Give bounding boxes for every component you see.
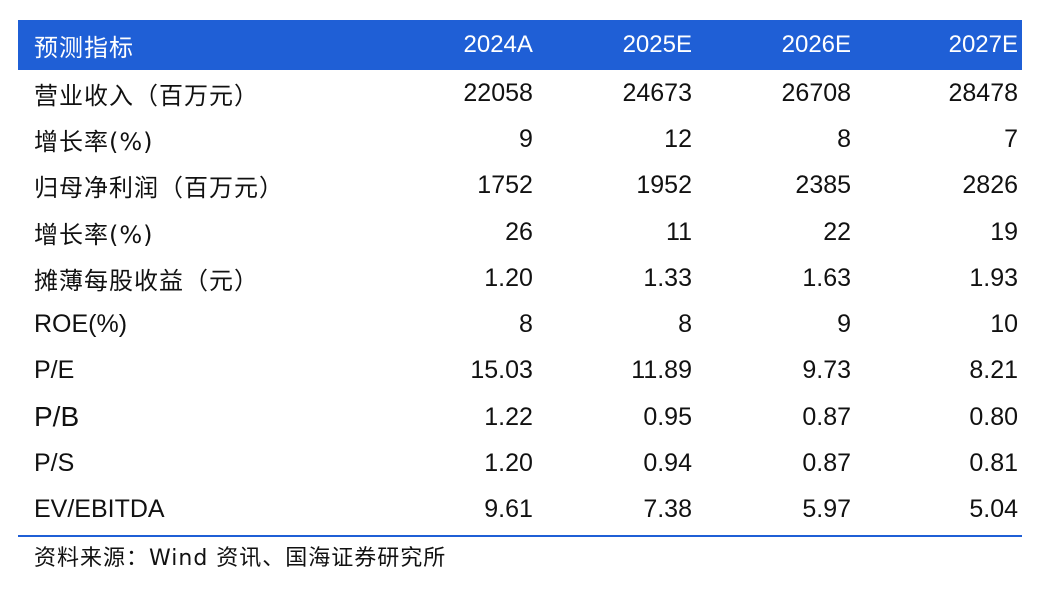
header-label: 预测指标 [34,33,134,62]
cell-value: 1.22 [484,402,533,431]
table-row-pb: P/B 1.22 0.95 0.87 0.80 [18,394,1022,440]
table-row-pe: P/E 15.03 11.89 9.73 8.21 [18,348,1022,394]
table-row-ps: P/S 1.20 0.94 0.87 0.81 [18,440,1022,486]
cell-value: 0.81 [969,449,1019,478]
cell-value: 2826 [962,171,1019,200]
cell-value: 9 [519,124,533,153]
cell-value: 1.20 [484,449,533,478]
cell-value: 15.03 [470,356,533,385]
table-row-revenue-growth: 增长率(%) 9 12 8 7 [18,116,1022,162]
forecast-table: 预测指标 2024A 2025E 2026E 2027E 营业收入（百万元） 2… [18,20,1022,537]
cell-value: 0.87 [802,402,852,431]
cell-value: 7.38 [643,495,692,524]
row-label: P/B [34,401,80,433]
row-label: 营业收入（百万元） [34,81,259,110]
table-bottom-rule [18,534,1022,537]
cell-value: 10 [990,310,1019,339]
cell-value: 1.33 [643,263,692,292]
cell-value: 8.21 [969,356,1019,385]
table-header: 预测指标 2024A 2025E 2026E 2027E [18,20,1022,70]
row-label: P/S [34,449,75,478]
header-year-2026e: 2026E [781,31,852,58]
header-year-2025e: 2025E [622,31,692,58]
cell-value: 9.73 [802,356,852,385]
table-row-eps: 摊薄每股收益（元） 1.20 1.33 1.63 1.93 [18,255,1022,301]
cell-value: 26 [505,217,533,246]
table-row-roe: ROE(%) 8 8 9 10 [18,301,1022,347]
table-row-ev-ebitda: EV/EBITDA 9.61 7.38 5.97 5.04 [18,487,1022,533]
cell-value: 5.97 [802,495,852,524]
row-label: P/E [34,356,75,385]
cell-value: 1752 [477,171,533,200]
source-note: 资料来源：Wind 资讯、国海证券研究所 [34,546,447,571]
cell-value: 1.63 [802,263,852,292]
cell-value: 0.87 [802,449,852,478]
row-label: 摊薄每股收益（元） [34,266,259,295]
table-row-net-profit: 归母净利润（百万元） 1752 1952 2385 2826 [18,163,1022,209]
row-label: 增长率(%) [34,220,154,249]
cell-value: 1.20 [484,263,533,292]
cell-value: 8 [837,124,852,153]
cell-value: 9 [837,310,852,339]
row-label: EV/EBITDA [34,495,165,524]
cell-value: 0.80 [969,402,1019,431]
row-label: 增长率(%) [34,127,154,156]
cell-value: 1.93 [969,263,1019,292]
cell-value: 9.61 [484,495,533,524]
cell-value: 5.04 [969,495,1019,524]
cell-value: 7 [1004,124,1019,153]
cell-value: 0.95 [643,402,692,431]
cell-value: 26708 [781,78,852,107]
row-label: ROE(%) [34,310,128,339]
header-year-2024a: 2024A [463,31,533,58]
cell-value: 19 [990,217,1019,246]
cell-value: 2385 [795,171,852,200]
cell-value: 22 [823,217,852,246]
cell-value: 22058 [463,78,533,107]
header-year-2027e: 2027E [948,31,1019,58]
cell-value: 1952 [636,171,692,200]
row-label: 归母净利润（百万元） [34,174,284,203]
cell-value: 28478 [948,78,1019,107]
table-row-revenue: 营业收入（百万元） 22058 24673 26708 28478 [18,70,1022,116]
cell-value: 12 [664,124,692,153]
cell-value: 0.94 [643,449,692,478]
cell-value: 11 [666,217,692,246]
cell-value: 11.89 [631,356,692,385]
table-row-net-profit-growth: 增长率(%) 26 11 22 19 [18,209,1022,255]
cell-value: 24673 [622,78,692,107]
cell-value: 8 [678,310,692,339]
cell-value: 8 [519,310,533,339]
